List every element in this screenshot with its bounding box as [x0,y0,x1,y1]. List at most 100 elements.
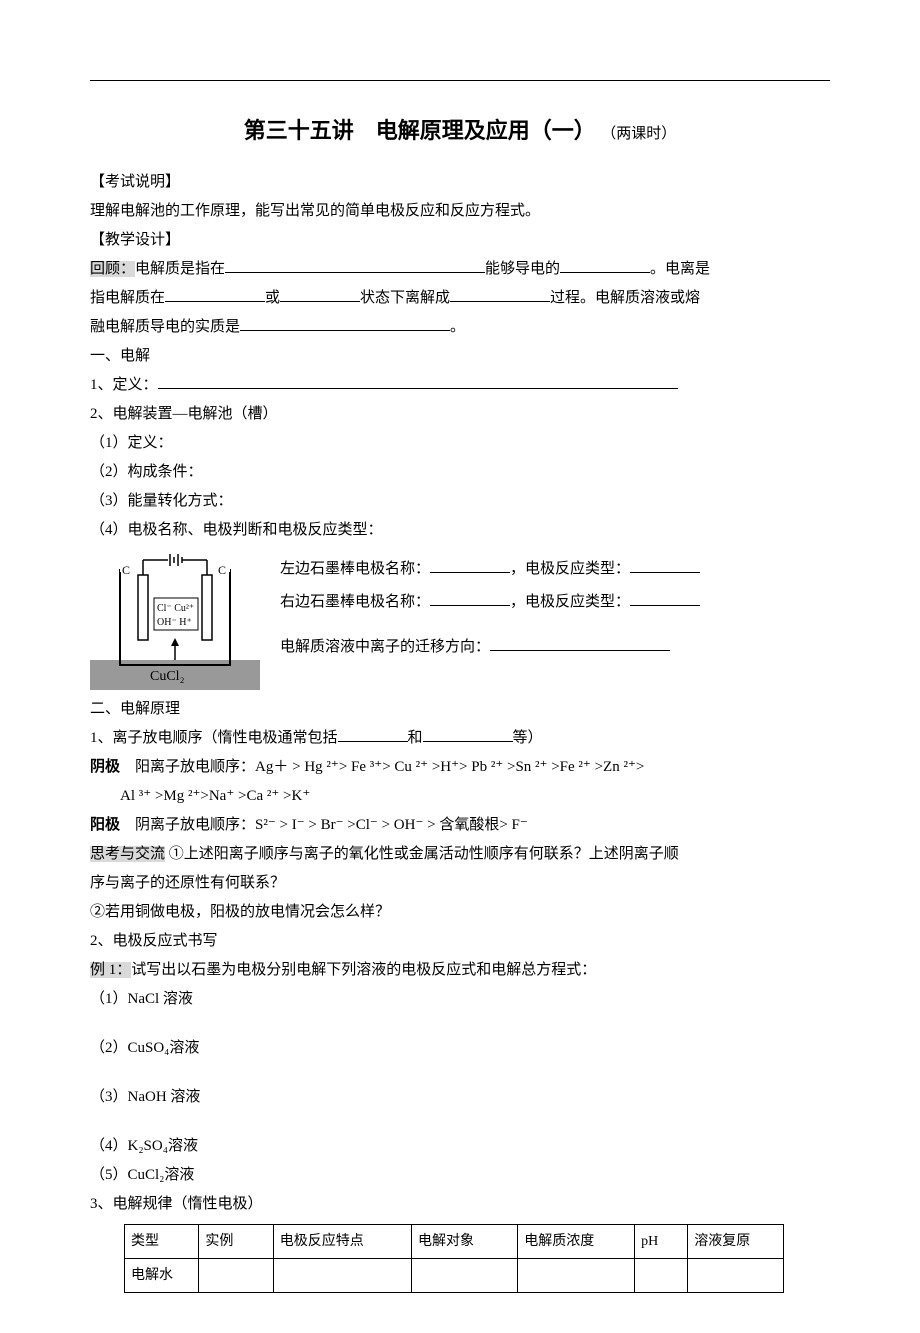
ex1: 例 1：试写出以石墨为电极分别电解下列溶液的电极反应式和电解总方程式： [90,957,830,984]
blank[interactable] [165,287,265,302]
think-label: 思考与交流 [90,846,165,862]
td[interactable] [199,1258,273,1292]
title-sub: （两课时） [601,126,676,142]
t: 左边石墨棒电极名称： [280,561,430,577]
sec1-2: 2、电解装置—电解池（槽） [90,401,830,428]
td[interactable] [688,1258,784,1292]
t: 电解质溶液中离子的迁移方向： [280,639,490,655]
sec2-3: 3、电解规律（惰性电极） [90,1191,830,1218]
th: 溶液复原 [688,1224,784,1258]
title-main: 第三十五讲 电解原理及应用（一） [244,118,596,143]
sec1-2-3: （3）能量转化方式： [90,488,830,515]
page-title: 第三十五讲 电解原理及应用（一） （两课时） [90,111,830,151]
diag-line-3: 电解质溶液中离子的迁移方向： [280,634,700,661]
th: 电极反应特点 [273,1224,411,1258]
blank[interactable] [430,591,510,606]
rules-table: 类型 实例 电极反应特点 电解对象 电解质浓度 pH 溶液复原 电解水 [124,1224,784,1293]
th: 类型 [125,1224,199,1258]
design-head: 【教学设计】 [90,227,830,254]
t: 右边石墨棒电极名称： [280,594,430,610]
th: 电解对象 [411,1224,517,1258]
t: 指电解质在 [90,290,165,306]
t: 阴离子放电顺序：S²⁻ > I⁻ > Br⁻ >Cl⁻ > OH⁻ > 含氧酸根… [120,817,528,833]
ex1-item-5: （5）CuCl₂溶液 [90,1162,830,1189]
t: 试写出以石墨为电极分别电解下列溶液的电极反应式和电解总方程式： [131,962,596,978]
sec1: 一、电解 [90,343,830,370]
t: 或 [265,290,280,306]
t: 等） [513,730,543,746]
th: 实例 [199,1224,273,1258]
th: 电解质浓度 [518,1224,635,1258]
blank[interactable] [225,258,485,273]
t: 融电解质导电的实质是 [90,319,240,335]
anode-line: 阳极 阴离子放电顺序：S²⁻ > I⁻ > Br⁻ >Cl⁻ > OH⁻ > 含… [90,812,830,839]
sec2-2: 2、电极反应式书写 [90,928,830,955]
t: 能够导电的 [485,261,560,277]
t: 电解质是指在 [135,261,225,277]
label-c-right: C [218,563,226,577]
td[interactable] [273,1258,411,1292]
sec1-2-1: （1）定义： [90,430,830,457]
review-label: 回顾： [90,261,135,277]
td[interactable] [518,1258,635,1292]
table-header-row: 类型 实例 电极反应特点 电解对象 电解质浓度 pH 溶液复原 [125,1224,784,1258]
t: 1、离子放电顺序（惰性电极通常包括 [90,730,338,746]
diag-line-2: 右边石墨棒电极名称： ，电极反应类型： [280,589,700,616]
diagram-text: 左边石墨棒电极名称： ，电极反应类型： 右边石墨棒电极名称： ，电极反应类型： 电解… [280,550,700,667]
blank[interactable] [450,287,550,302]
ex1-label: 例 1： [90,962,131,978]
exam-body: 理解电解池的工作原理，能写出常见的简单电极反应和反应方程式。 [90,198,830,225]
top-rule [90,80,830,81]
electrolysis-diagram: C C Cl⁻ Cu²⁺ OH⁻ H⁺ CuCl₂ [90,550,260,690]
t: ，电极反应类型： [510,594,630,610]
exam-head: 【考试说明】 [90,169,830,196]
review-line-3: 融电解质导电的实质是 。 [90,314,830,341]
td[interactable] [635,1258,688,1292]
sec2: 二、电解原理 [90,696,830,723]
cathode-line-2: Al ³⁺ >Mg ²⁺>Na⁺ >Ca ²⁺ >K⁺ [90,783,830,810]
th: pH [635,1224,688,1258]
blank[interactable] [280,287,360,302]
blank[interactable] [630,591,700,606]
sec1-2-2: （2）构成条件： [90,459,830,486]
think-line-2: ②若用铜做电极，阳极的放电情况会怎么样？ [90,899,830,926]
t: 。 [450,319,465,335]
review-line-2: 指电解质在 或 状态下离解成 过程。电解质溶液或熔 [90,285,830,312]
ions-2: OH⁻ H⁺ [157,617,192,628]
td[interactable] [411,1258,517,1292]
review-line-1: 回顾：电解质是指在 能够导电的 。电离是 [90,256,830,283]
think-line-1b: 序与离子的还原性有何联系？ [90,870,830,897]
ex1-item-1: （1）NaCl 溶液 [90,986,830,1013]
td: 电解水 [125,1258,199,1292]
t: 阳离子放电顺序：Ag [120,759,273,775]
t: 和 [408,730,423,746]
ex1-item-4: （4）K₂SO₄溶液 [90,1133,830,1160]
cucl2-label: CuCl₂ [150,669,185,684]
blank[interactable] [430,558,510,573]
blank[interactable] [630,558,700,573]
t: 状态下离解成 [360,290,450,306]
t: ①上述阳离子顺序与离子的氧化性或金属活动性顺序有何联系？上述阴离子顺 [165,846,679,862]
label-c-left: C [122,563,130,577]
blank[interactable] [240,316,450,331]
blank[interactable] [490,636,670,651]
blank[interactable] [158,374,678,389]
sec1-2-4: （4）电极名称、电极判断和电极反应类型： [90,517,830,544]
t: 。电离是 [650,261,710,277]
ex1-item-3: （3）NaOH 溶液 [90,1084,830,1111]
diagram-row: C C Cl⁻ Cu²⁺ OH⁻ H⁺ CuCl₂ 左边石墨棒电极名称： ，电极反… [90,550,830,690]
sec2-1: 1、离子放电顺序（惰性电极通常包括 和 等） [90,725,830,752]
ions-1: Cl⁻ Cu²⁺ [157,603,194,614]
t: ，电极反应类型： [510,561,630,577]
blank[interactable] [560,258,650,273]
cathode-line-1: 阴极 阳离子放电顺序：Ag＋ > Hg ²⁺> Fe ³⁺> Cu ²⁺ >H⁺… [90,754,830,781]
anode-label: 阳极 [90,817,120,833]
t: 1、定义： [90,377,158,393]
t: ＋ > Hg ²⁺> Fe ³⁺> Cu ²⁺ >H⁺> Pb ²⁺ >Sn ²… [273,759,644,775]
cathode-label: 阴极 [90,759,120,775]
blank[interactable] [423,727,513,742]
blank[interactable] [338,727,408,742]
t: 过程。电解质溶液或熔 [550,290,700,306]
sec1-1: 1、定义： [90,372,830,399]
think-line-1: 思考与交流 ①上述阳离子顺序与离子的氧化性或金属活动性顺序有何联系？上述阴离子顺 [90,841,830,868]
